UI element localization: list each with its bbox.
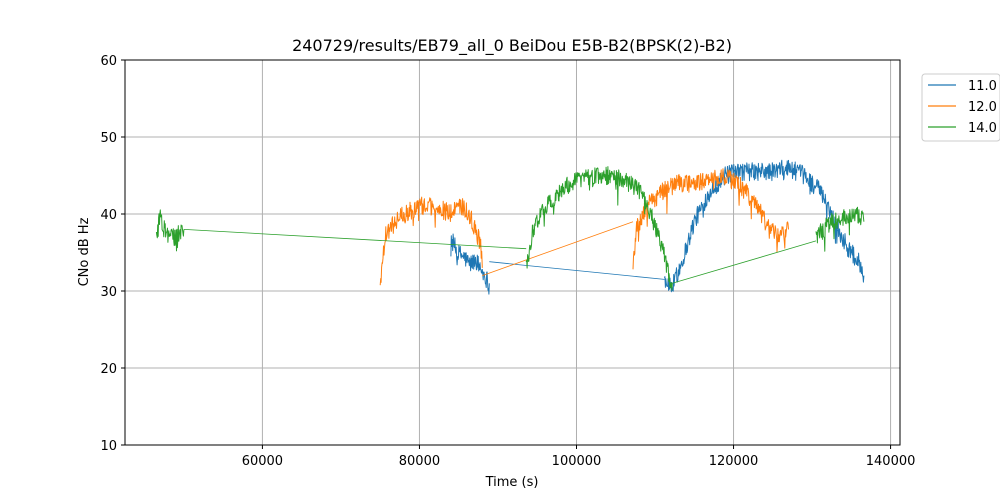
plot-frame (124, 59, 901, 446)
legend-label: 11.0 (968, 79, 997, 94)
x-tick-label: 140000 (866, 454, 916, 469)
x-tick-label: 120000 (709, 454, 759, 469)
legend-box (921, 73, 1000, 142)
legend-label: 12.0 (968, 100, 997, 115)
legend: 11.0 12.0 14.0 (921, 73, 1000, 142)
x-tick-label: 80000 (399, 454, 440, 469)
x-tick-label: 100000 (552, 454, 602, 469)
series-line-14-0-segment-1 (183, 229, 527, 250)
series-line-11-0-segment-0 (450, 233, 490, 295)
y-axis-label: CNo dB Hz (77, 217, 92, 286)
series-lines (155, 159, 865, 295)
y-tick-label: 30 (100, 285, 117, 300)
series-line-14-0-segment-4 (815, 206, 865, 252)
series-line-12-0-segment-0 (379, 196, 483, 286)
series-line-14-0-segment-2 (525, 166, 673, 291)
x-axis-label: Time (s) (485, 475, 539, 490)
series-line-14-0-segment-3 (672, 240, 817, 284)
y-tick-label: 10 (100, 439, 117, 454)
y-tick-label: 50 (100, 131, 117, 146)
chart-title: 240729/results/EB79_all_0 BeiDou E5B-B2(… (292, 36, 732, 56)
series-line-12-0-segment-2 (632, 168, 789, 270)
y-tick-label: 60 (100, 54, 117, 69)
series-line-12-0-segment-1 (482, 221, 634, 276)
y-tick-label: 40 (100, 208, 117, 223)
axis-ticks: 60000 80000 100000 120000 140000 10 20 30 40 50 60 (100, 54, 915, 469)
series-line-11-0-segment-2 (663, 159, 865, 293)
series-line-14-0-segment-0 (155, 209, 185, 252)
series-line-11-0-segment-1 (489, 261, 665, 280)
y-tick-label: 20 (100, 362, 117, 377)
x-tick-label: 60000 (242, 454, 283, 469)
legend-label: 14.0 (968, 121, 997, 136)
